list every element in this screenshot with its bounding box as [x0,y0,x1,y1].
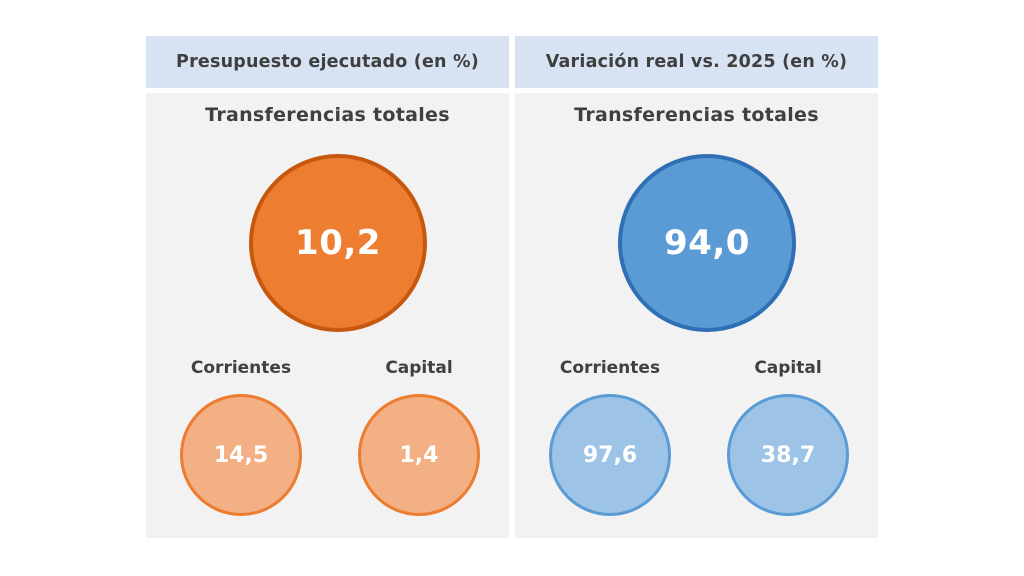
total-transfers-circle: 94,0 [618,154,796,332]
real-variation-panel: Variación real vs. 2025 (en %) Transfere… [515,36,878,538]
section-title: Transferencias totales [574,104,819,126]
budget-executed-panel: Presupuesto ejecutado (en %) Transferenc… [146,36,509,538]
section-title: Transferencias totales [205,104,450,126]
capital-circle: 38,7 [727,394,849,516]
capital-label: Capital [754,358,822,378]
panel-body: Transferencias totales 94,0 Corrientes C… [515,93,878,538]
capital-circle: 1,4 [358,394,480,516]
panel-header: Presupuesto ejecutado (en %) [146,36,509,88]
capital-label: Capital [385,358,453,378]
total-transfers-circle: 10,2 [249,154,427,332]
panel-header: Variación real vs. 2025 (en %) [515,36,878,88]
corrientes-circle: 14,5 [180,394,302,516]
panel-body: Transferencias totales 10,2 Corrientes C… [146,93,509,538]
corrientes-label: Corrientes [190,358,292,378]
corrientes-label: Corrientes [559,358,661,378]
corrientes-circle: 97,6 [549,394,671,516]
